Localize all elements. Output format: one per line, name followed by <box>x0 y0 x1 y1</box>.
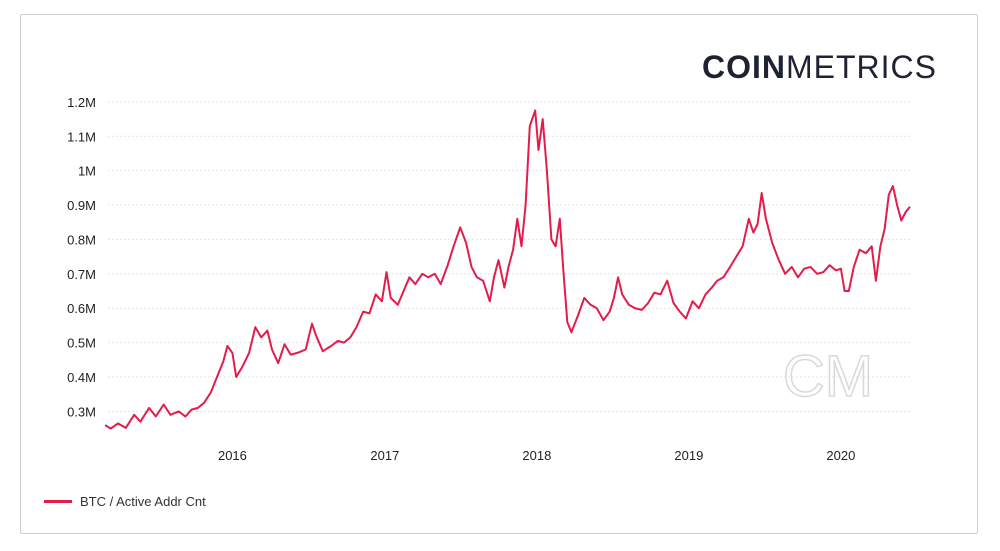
x-tick-label: 2017 <box>370 448 399 463</box>
y-tick-label: 0.5M <box>67 336 96 351</box>
watermark-logo: CM <box>783 344 873 409</box>
y-tick-label: 0.6M <box>67 301 96 316</box>
y-axis-labels: 0.3M 0.4M 0.5M 0.6M 0.7M 0.8M 0.9M 1M 1.1M 1.2M <box>67 95 96 419</box>
logo-light-text: METRICS <box>786 49 937 85</box>
x-tick-label: 2018 <box>522 448 551 463</box>
x-tick-label: 2020 <box>826 448 855 463</box>
x-axis-labels: 2016 2017 2018 2019 2020 <box>218 448 855 463</box>
y-tick-label: 0.8M <box>67 232 96 247</box>
legend: BTC / Active Addr Cnt <box>44 494 206 509</box>
coinmetrics-logo: COINMETRICS <box>702 51 937 83</box>
x-tick-label: 2016 <box>218 448 247 463</box>
gridlines <box>108 101 910 412</box>
y-tick-label: 0.3M <box>67 404 96 419</box>
legend-swatch <box>44 500 72 503</box>
y-tick-label: 0.7M <box>67 267 96 282</box>
x-tick-label: 2019 <box>674 448 703 463</box>
y-tick-label: 1.2M <box>67 95 96 110</box>
legend-label: BTC / Active Addr Cnt <box>80 494 206 509</box>
y-tick-label: 0.4M <box>67 370 96 385</box>
y-tick-label: 1M <box>78 164 96 179</box>
y-tick-label: 0.9M <box>67 198 96 213</box>
y-tick-label: 1.1M <box>67 129 96 144</box>
series-line <box>104 109 911 430</box>
logo-bold-text: COIN <box>702 49 786 85</box>
